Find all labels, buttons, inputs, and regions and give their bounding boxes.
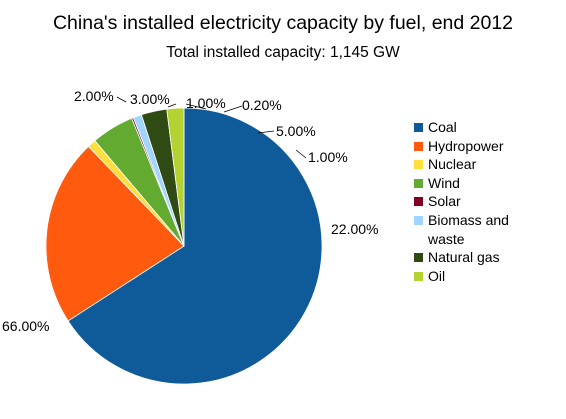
slice-data-label: 1.00% bbox=[308, 149, 348, 165]
slice-data-label: 66.00% bbox=[2, 318, 49, 334]
legend-swatch bbox=[414, 271, 423, 281]
legend-label: Solar bbox=[428, 193, 461, 210]
pie-slice-oil bbox=[166, 107, 185, 247]
legend-item: Biomass and waste bbox=[414, 211, 564, 248]
leader-line bbox=[257, 130, 275, 134]
chart-subtitle: Total installed capacity: 1,145 GW bbox=[166, 44, 400, 61]
leader-line bbox=[185, 103, 207, 110]
legend-item: Oil bbox=[414, 267, 564, 286]
legend-label: Nuclear bbox=[428, 156, 477, 173]
legend-swatch bbox=[414, 178, 423, 188]
legend-label: Natural gas bbox=[428, 249, 500, 266]
legend-swatch bbox=[414, 253, 423, 263]
leader-line bbox=[295, 149, 307, 159]
slice-data-label: 2.00% bbox=[74, 88, 114, 104]
pie-slice-coal bbox=[67, 107, 323, 385]
legend-swatch bbox=[414, 123, 423, 132]
leader-line bbox=[116, 96, 127, 103]
legend-item: Solar bbox=[414, 192, 564, 211]
leader-line bbox=[223, 105, 243, 113]
legend-swatch bbox=[414, 197, 423, 207]
legend-item: Wind bbox=[414, 174, 564, 193]
legend-swatch bbox=[414, 160, 423, 170]
legend-swatch bbox=[414, 141, 423, 151]
slice-data-label: 22.00% bbox=[331, 221, 378, 237]
legend-label: Oil bbox=[428, 267, 446, 284]
legend-item: Coal bbox=[414, 118, 564, 137]
chart-legend: Coal Hydropower Nuclear Wind Solar Biomass an… bbox=[414, 118, 564, 285]
slice-data-label: 0.20% bbox=[242, 97, 282, 113]
legend-label: Coal bbox=[428, 119, 457, 135]
legend-item: Nuclear bbox=[414, 155, 564, 174]
leader-line bbox=[167, 103, 177, 108]
slice-data-label: 1.00% bbox=[186, 95, 226, 111]
legend-item: Hydropower bbox=[414, 137, 564, 156]
slice-data-label: 3.00% bbox=[130, 91, 170, 107]
legend-label: Wind bbox=[428, 174, 460, 191]
pie-slice-hydropower bbox=[45, 145, 185, 322]
legend-swatch bbox=[414, 215, 423, 225]
legend-label: Hydropower bbox=[428, 137, 504, 154]
legend-label: Biomass and waste bbox=[428, 211, 509, 247]
chart-title: China's installed electricity capacity b… bbox=[52, 12, 514, 34]
slice-data-label: 5.00% bbox=[276, 123, 316, 139]
legend-item: Natural gas bbox=[414, 248, 564, 267]
